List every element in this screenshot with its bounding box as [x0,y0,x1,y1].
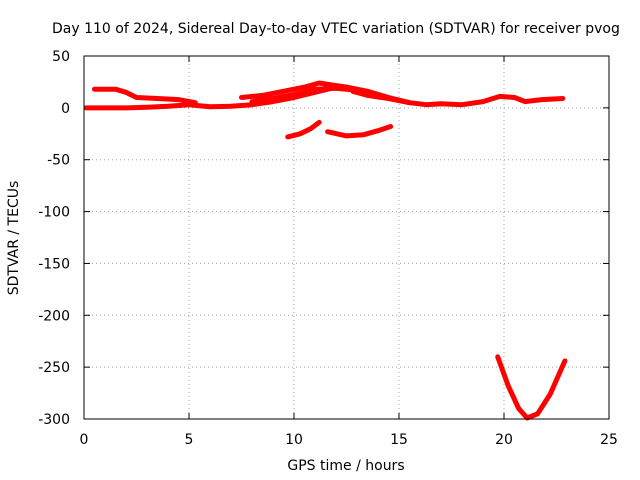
x-tick-label: 10 [285,432,303,448]
series-arc-1 [83,85,335,111]
x-axis-label: GPS time / hours [287,458,404,474]
series-arc-5 [350,88,412,106]
x-tick-label: 20 [495,432,513,448]
plot-frame [83,55,610,420]
x-tick-label: 5 [185,432,194,448]
x-tick-label: 25 [600,432,618,448]
series-arc-8 [495,354,568,421]
y-tick-label: 0 [61,101,70,117]
y-tick-label: 50 [52,49,70,65]
y-axis-label: SDTVAR / TECUs [6,181,22,296]
axis-ticks [83,55,610,420]
y-tick-label: -250 [38,360,70,376]
y-tick-label: -200 [38,308,70,324]
y-tick-label: -150 [38,256,70,272]
y-tick-label: -50 [47,153,70,169]
grid [83,55,610,420]
series-group [83,80,568,421]
series-arc-4 [249,85,360,105]
y-tick-label: -100 [38,205,70,221]
series-arc-7 [325,124,394,139]
x-tick-labels: 0 5 10 15 20 25 [80,432,618,448]
x-tick-label: 15 [390,432,408,448]
y-tick-label: -300 [38,412,70,428]
chart-title: Day 110 of 2024, Sidereal Day-to-day VTE… [52,21,620,37]
x-tick-label: 0 [80,432,89,448]
series-arc-2 [92,86,198,106]
series-arc-6 [285,119,322,140]
y-tick-labels: 50 0 -50 -100 -150 -200 -250 -300 [38,49,70,428]
